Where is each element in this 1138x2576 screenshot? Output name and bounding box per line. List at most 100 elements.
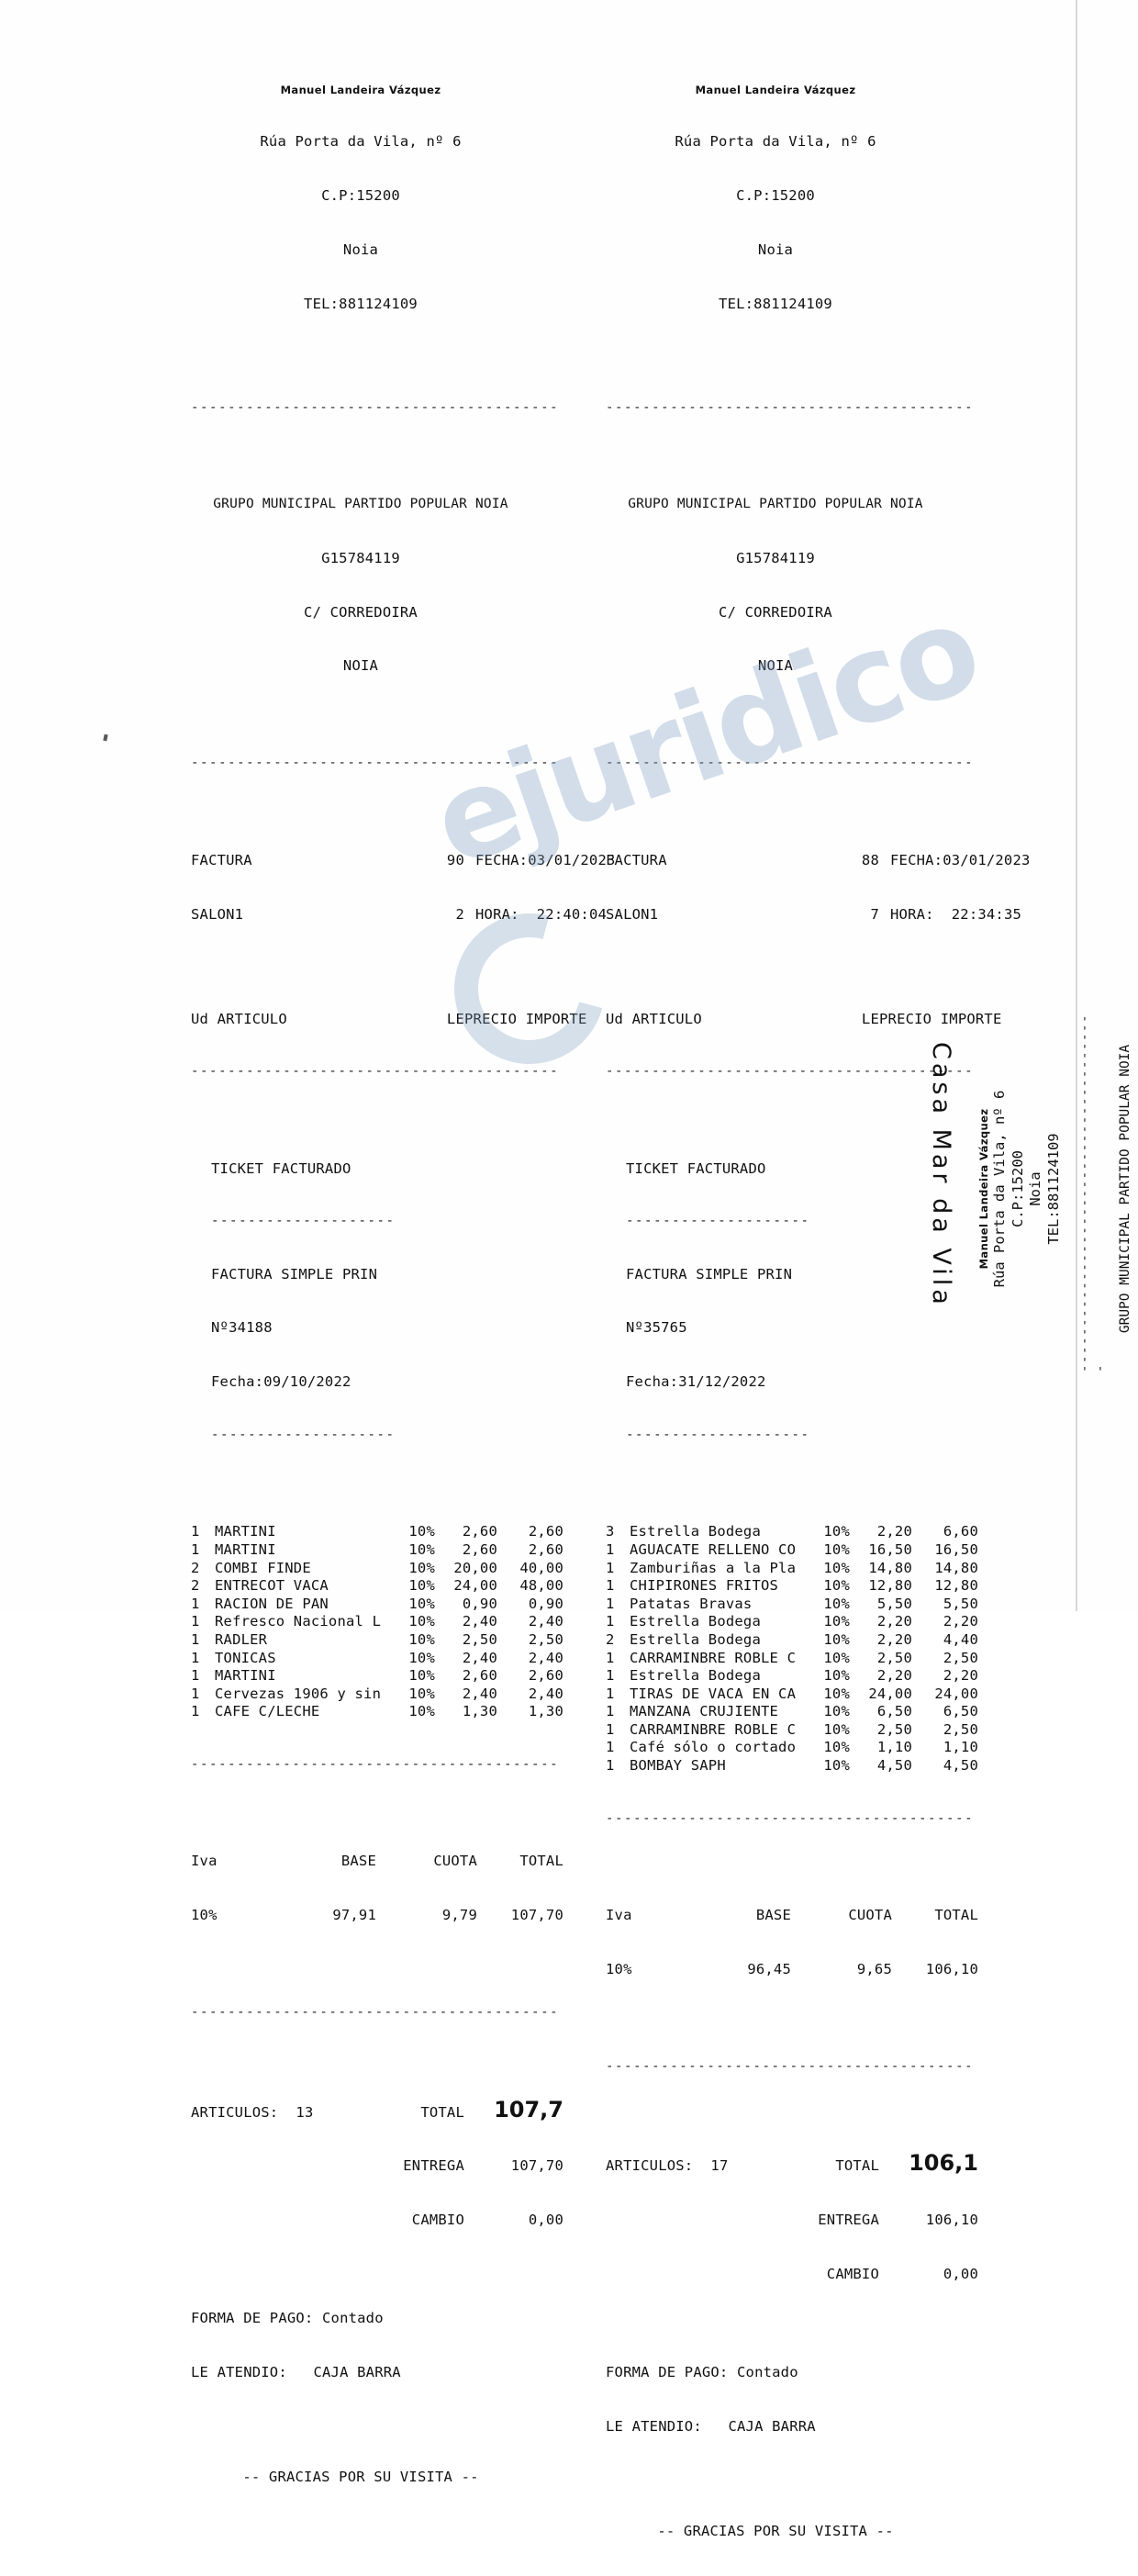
articulos-count: ARTICULOS: 17 [606, 2157, 729, 2175]
store-city: Noia [1027, 1171, 1044, 1206]
item-im: 2,20 [943, 1667, 978, 1685]
receipt-3-container: Casa Mar da Vila Manuel Landeira Vázquez… [0, 973, 1138, 1372]
item-vat: 10% [823, 1540, 850, 1558]
iva-label: Iva [606, 1907, 632, 1924]
item-nm: TONICAS [215, 1649, 276, 1666]
store-owner: Manuel Landeira Vázquez [977, 1108, 990, 1270]
item-row: 1 AGUACATE RELLENO CO 10% 16,50 16,50 [606, 1540, 978, 1560]
salon-number: 7 [870, 905, 879, 923]
item-nm: RACION DE PAN [215, 1595, 329, 1612]
item-vat: 10% [823, 1757, 850, 1775]
factura-number: 88 [861, 851, 879, 868]
item-im: 4,40 [943, 1630, 978, 1648]
item-im: 2,60 [528, 1540, 563, 1558]
articulos-row: ARTICULOS: 17 TOTAL 106,1 [606, 2153, 978, 2176]
customer-name: GRUPO MUNICIPAL PARTIDO POPULAR NOIA [213, 497, 508, 512]
ticket-fecha: Fecha:09/10/2022 [211, 1373, 351, 1391]
ticket-fecha: Fecha:31/12/2022 [626, 1373, 766, 1391]
item-im: 4,50 [943, 1757, 978, 1775]
customer-tax-id: G15784119 [321, 549, 400, 566]
item-row: 1 Estrella Bodega 10% 2,20 2,20 [606, 1613, 978, 1631]
item-qty: 1 [191, 1703, 200, 1720]
divider: ---------------------------------------- [606, 2058, 975, 2074]
ticket-number: Nº35765 [626, 1319, 687, 1337]
item-nm: MANZANA CRUJIENTE [630, 1703, 779, 1720]
hora-label: HORA: [475, 905, 519, 923]
total-big-value: 106,1 [909, 2150, 978, 2177]
item-row: 1 Patatas Bravas 10% 5,50 5,50 [606, 1595, 978, 1614]
salon-number: 2 [455, 905, 464, 923]
salon-label: SALON1 [191, 905, 244, 923]
tax-header: Iva BASE CUOTA TOTAL [606, 1907, 978, 1925]
item-pr: 2,20 [876, 1613, 912, 1630]
item-row: 1 TONICAS 10% 2,40 2,40 [191, 1649, 563, 1668]
item-vat: 10% [408, 1630, 435, 1648]
item-im: 6,50 [943, 1703, 978, 1720]
item-pr: 2,60 [462, 1667, 497, 1685]
ticket-number: Nº34188 [211, 1319, 273, 1337]
item-pr: 24,00 [868, 1685, 912, 1702]
customer-name: GRUPO MUNICIPAL PARTIDO POPULAR NOIA [628, 497, 923, 512]
item-qty: 3 [606, 1523, 615, 1540]
receipt-3: Manuel Landeira Vázquez Rúa Porta da Vil… [977, 1005, 1138, 1372]
item-qty: 1 [191, 1649, 200, 1666]
customer-tax-id: G15784119 [736, 549, 815, 566]
col-precio-importe: PRECIO IMPORTE [464, 1010, 587, 1027]
store-phone: TEL:881124109 [304, 295, 418, 312]
item-nm: Cervezas 1906 y sin [215, 1685, 382, 1702]
item-row: 1 MANZANA CRUJIENTE 10% 6,50 6,50 [606, 1703, 978, 1721]
item-pr: 12,80 [868, 1577, 912, 1595]
le-atendio: LE ATENDIO: CAJA BARRA [191, 2363, 401, 2380]
entrega-label: ENTREGA [403, 2157, 464, 2175]
divider: ---------------------------------------- [606, 1064, 975, 1080]
cambio-value: 0,00 [528, 2212, 563, 2229]
item-vat: 10% [823, 1703, 850, 1720]
item-im: 12,80 [934, 1577, 978, 1595]
cambio-label: CAMBIO [411, 2212, 464, 2229]
item-im: 2,60 [528, 1667, 563, 1685]
entrega-row: ENTREGA 106,10 [606, 2212, 978, 2230]
item-im: 24,00 [934, 1685, 978, 1702]
item-pr: 2,60 [462, 1523, 497, 1540]
col-le: LE [861, 1010, 879, 1027]
item-qty: 2 [191, 1577, 200, 1595]
store-address: Rúa Porta da Vila, nº 6 [991, 1090, 1008, 1288]
store-postal: C.P:15200 [1009, 1150, 1026, 1227]
item-pr: 2,20 [876, 1630, 912, 1648]
total-label: TOTAL [934, 1907, 978, 1924]
item-vat: 10% [408, 1595, 435, 1612]
cambio-row: CAMBIO 0,00 [191, 2212, 563, 2230]
total-big-label: TOTAL [420, 2103, 464, 2121]
page-right-edge [1076, 0, 1077, 1611]
divider: -------------------- [626, 1214, 810, 1229]
item-vat: 10% [823, 1630, 850, 1648]
cambio-label: CAMBIO [826, 2265, 879, 2282]
entrega-value: 107,70 [510, 2157, 563, 2175]
item-row: 1 Cervezas 1906 y sin 10% 2,40 2,40 [191, 1685, 563, 1704]
item-nm: RADLER [215, 1630, 268, 1648]
item-im: 1,10 [943, 1739, 978, 1756]
item-pr: 20,00 [453, 1559, 497, 1576]
item-pr: 2,60 [462, 1540, 497, 1558]
store-owner: Manuel Landeira Vázquez [280, 84, 441, 97]
item-row: 1 MARTINI 10% 2,60 2,60 [191, 1540, 563, 1560]
item-list: 1 MARTINI 10% 2,60 2,60 1 MARTINI 10% 2,60 2,60 2 C… [191, 1523, 563, 1721]
divider: -------------------- [211, 1427, 396, 1442]
item-pr: 2,40 [462, 1649, 497, 1666]
item-nm: Refresco Nacional L [215, 1613, 382, 1630]
item-vat: 10% [408, 1613, 435, 1630]
item-qty: 1 [606, 1540, 615, 1558]
salon-row: SALON1 7 HORA: 22:34:35 [606, 905, 1021, 924]
tax-cuota: 9,79 [441, 1907, 477, 1924]
divider: ---------------------------------------- [191, 399, 560, 415]
tax-header: Iva BASE CUOTA TOTAL [191, 1853, 563, 1871]
item-im: 2,40 [528, 1685, 563, 1702]
item-nm: Patatas Bravas [630, 1595, 753, 1612]
column-headers: Ud ARTICULO LE PRECIO IMPORTE [191, 1011, 586, 1029]
tax-values: 10% 96,45 9,65 106,10 [606, 1961, 978, 1979]
item-vat: 10% [823, 1720, 850, 1738]
item-pr: 2,20 [876, 1523, 912, 1540]
store-address: Rúa Porta da Vila, nº 6 [675, 133, 876, 151]
item-pr: 14,80 [868, 1559, 912, 1576]
